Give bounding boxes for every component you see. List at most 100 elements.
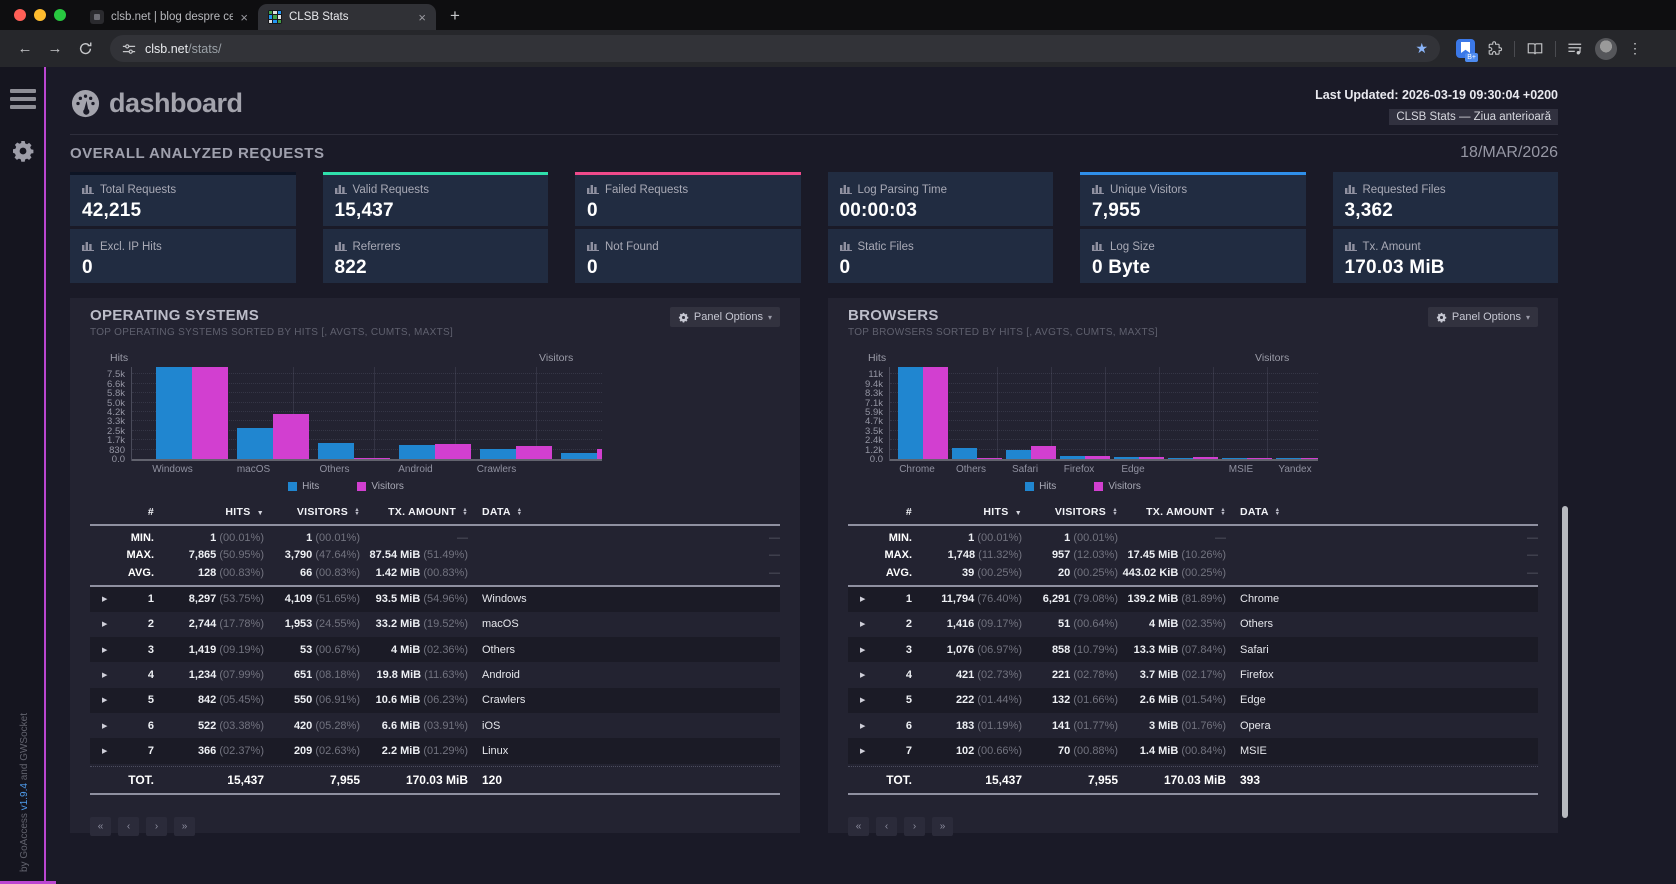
scrollbar-thumb[interactable] <box>1562 506 1568 818</box>
expand-row-icon[interactable]: ▶ <box>860 747 866 755</box>
forward-icon[interactable]: → <box>47 40 63 57</box>
col-header-tx-amount[interactable]: TX. AMOUNT ▲ ▼ <box>388 506 468 518</box>
chart-group <box>1052 367 1110 459</box>
expand-row-icon[interactable]: ▶ <box>860 596 866 604</box>
expand-row-icon[interactable]: ▶ <box>102 672 108 680</box>
card-value: 822 <box>334 257 367 278</box>
expand-row-icon[interactable]: ▶ <box>102 722 108 730</box>
bookmark-star-icon[interactable]: ★ <box>1415 40 1428 56</box>
card-value: 42,215 <box>82 200 142 221</box>
gridline <box>132 420 602 422</box>
tab-close-icon[interactable]: × <box>418 9 426 25</box>
expand-row-icon[interactable]: ▶ <box>102 697 108 705</box>
profile-avatar[interactable] <box>1595 37 1617 60</box>
table-row[interactable]: ▶ 4 1,234 (07.99%) 651 (08.18%) 19.8 MiB (11… <box>90 662 780 687</box>
table-row[interactable]: ▶ 1 8,297 (53.75%) 4,109 (51.65%) 93.5 MiB (… <box>90 586 780 612</box>
extension-icon[interactable]: B+ <box>1456 39 1478 62</box>
table-row[interactable]: ▶ 5 222 (01.44%) 132 (01.66%) 2.6 MiB (01.54… <box>848 687 1538 713</box>
reading-list-icon[interactable] <box>1526 41 1544 57</box>
tx-cell-pct: (51.49%) <box>423 549 468 562</box>
hits-cell-pct: (00.01%) <box>219 531 264 544</box>
minimize-window-button[interactable] <box>34 9 46 21</box>
table-row[interactable]: ▶ 2 2,744 (17.78%) 1,953 (24.55%) 33.2 MiB (… <box>90 612 780 637</box>
total-tx-cell: 170.03 MiB <box>1118 773 1226 787</box>
col-header-visitors[interactable]: VISITORS ▲ ▼ <box>296 506 360 518</box>
table-row[interactable]: ▶ 3 1,419 (09.19%) 53 (00.67%) 4 MiB (02.36%… <box>90 637 780 663</box>
gridline <box>890 373 1318 375</box>
expand-row-icon[interactable]: ▶ <box>860 672 866 680</box>
hits-cell-value: 1,419 <box>188 643 217 656</box>
table-row[interactable]: ▶ 5 842 (05.45%) 550 (06.91%) 10.6 MiB (06.2… <box>90 687 780 713</box>
new-tab-button[interactable]: + <box>450 6 460 25</box>
first-page-button[interactable]: « <box>90 816 111 836</box>
hits-cell-pct: (03.38%) <box>219 719 264 732</box>
chart-group <box>1160 367 1218 459</box>
tab-close-icon[interactable]: × <box>240 9 248 25</box>
menu-hamburger-icon[interactable] <box>10 89 36 113</box>
browser-tab-inactive[interactable]: clsb.net | blog despre ce-mi c × <box>80 4 258 30</box>
col-header-tx-amount[interactable]: TX. AMOUNT ▲ ▼ <box>1146 506 1226 518</box>
reload-icon[interactable] <box>72 36 98 62</box>
chart-group <box>456 367 552 459</box>
tx-cell-pct: (00.83%) <box>423 566 468 579</box>
browser-tab-active[interactable]: CLSB Stats × <box>258 4 436 30</box>
table-row[interactable]: ▶ 7 366 (02.37%) 209 (02.63%) 2.2 MiB (01.29… <box>90 738 780 764</box>
col-header-data[interactable]: DATA ▲ ▼ <box>482 506 523 518</box>
panel-options-button[interactable]: Panel Options ▾ <box>1427 307 1538 327</box>
expand-row-icon[interactable]: ▶ <box>860 646 866 654</box>
hits-bar <box>1060 455 1085 459</box>
expand-row-icon[interactable]: ▶ <box>860 697 866 705</box>
table-row[interactable]: ▶ 4 421 (02.73%) 221 (02.78%) 3.7 MiB (02.17… <box>848 662 1538 687</box>
hits-cell: 1,419 (09.19%) <box>154 644 264 656</box>
expand-row-icon[interactable]: ▶ <box>102 596 108 604</box>
col-header-data[interactable]: DATA ▲ ▼ <box>1240 506 1281 518</box>
card-label: Tx. Amount <box>1362 241 1421 253</box>
close-window-button[interactable] <box>14 9 26 21</box>
total-visitors-cell-value: 7,955 <box>329 772 360 787</box>
card-value: 0 Byte <box>1092 257 1151 278</box>
expand-row-icon[interactable]: ▶ <box>102 646 108 654</box>
col-header-rank[interactable]: # <box>905 506 912 518</box>
table-row[interactable]: ▶ 3 1,076 (06.97%) 858 (10.79%) 13.3 MiB (07… <box>848 637 1538 663</box>
table-row[interactable]: ▶ 6 522 (03.38%) 420 (05.28%) 6.6 MiB (03.91… <box>90 713 780 738</box>
first-page-button[interactable]: « <box>848 816 869 836</box>
site-settings-icon[interactable] <box>122 42 136 56</box>
table-row[interactable]: ▶ 1 11,794 (76.40%) 6,291 (79.08%) 139.2 MiB… <box>848 586 1538 612</box>
table-row[interactable]: ▶ 2 1,416 (09.17%) 51 (00.64%) 4 MiB (02.35%… <box>848 612 1538 637</box>
prev-page-button[interactable]: ‹ <box>876 816 897 836</box>
extensions-puzzle-icon[interactable] <box>1486 40 1503 57</box>
back-icon[interactable]: ← <box>17 40 33 57</box>
table-row[interactable]: ▶ 7 102 (00.66%) 70 (00.88%) 1.4 MiB (00.84%… <box>848 738 1538 764</box>
settings-gear-icon[interactable] <box>11 139 35 168</box>
col-header-visitors[interactable]: VISITORS ▲ ▼ <box>1054 506 1118 518</box>
panel-options-button[interactable]: Panel Options ▾ <box>669 307 780 327</box>
prev-page-button[interactable]: ‹ <box>118 816 139 836</box>
data-cell: Firefox <box>1240 669 1274 682</box>
next-page-button[interactable]: › <box>146 816 167 836</box>
chart-legend: Hits Visitors <box>848 481 1318 492</box>
table-row[interactable]: ▶ 6 183 (01.19%) 141 (01.77%) 3 MiB (01.76%)… <box>848 713 1538 738</box>
last-page-button[interactable]: » <box>932 816 953 836</box>
expand-row-icon[interactable]: ▶ <box>860 621 866 629</box>
col-header-hits[interactable]: HITS ▼ <box>225 506 264 518</box>
goaccess-version-link[interactable]: v1.9.4 <box>19 783 30 811</box>
gridline <box>132 401 602 403</box>
gridline <box>132 382 602 384</box>
col-header-rank[interactable]: # <box>147 506 154 518</box>
report-title: CLSB Stats — Ziua anterioară <box>1389 109 1558 125</box>
y-tick-label: 0.0 <box>111 454 125 465</box>
visitors-bar <box>1139 457 1164 459</box>
address-bar[interactable]: clsb.net/stats/ ★ <box>110 35 1440 62</box>
macos-window-controls[interactable] <box>0 9 80 30</box>
browser-menu-icon[interactable]: ⋮ <box>1628 40 1642 56</box>
expand-row-icon[interactable]: ▶ <box>102 747 108 755</box>
summary-card: Total Requests 42,215 <box>70 172 296 226</box>
chart-group <box>1214 367 1272 459</box>
media-list-icon[interactable] <box>1567 41 1584 56</box>
col-header-hits[interactable]: HITS ▼ <box>983 506 1022 518</box>
next-page-button[interactable]: › <box>904 816 925 836</box>
fullscreen-window-button[interactable] <box>54 9 66 21</box>
expand-row-icon[interactable]: ▶ <box>860 722 866 730</box>
expand-row-icon[interactable]: ▶ <box>102 621 108 629</box>
last-page-button[interactable]: » <box>174 816 195 836</box>
